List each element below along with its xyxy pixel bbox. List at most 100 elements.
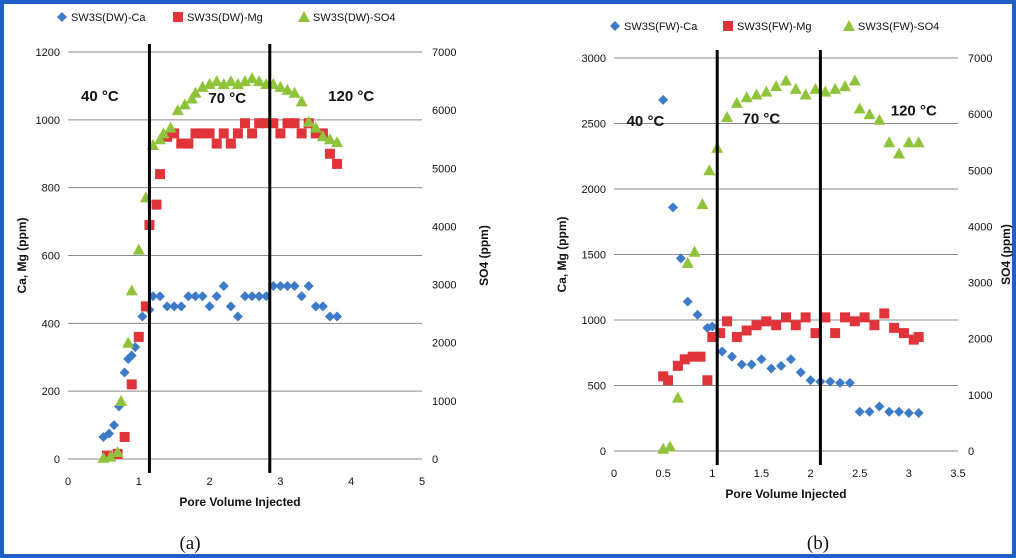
y2-axis-label: SO4 (ppm) [999, 224, 1013, 285]
data-point [894, 406, 905, 417]
y2-tick-label: 1000 [968, 390, 992, 402]
data-point [302, 115, 315, 127]
data-point [296, 291, 307, 302]
data-point [210, 75, 223, 87]
data-point [864, 406, 875, 417]
legend-entry: SW3S(DW)-Ca [71, 12, 146, 24]
y2-tick-label: 7000 [432, 47, 456, 59]
data-point [185, 92, 198, 104]
data-point [820, 312, 831, 323]
y2-tick-label: 3000 [432, 280, 456, 292]
data-point [119, 431, 130, 442]
data-point [726, 351, 737, 362]
data-point [183, 291, 194, 302]
data-point [869, 320, 880, 331]
data-point [289, 118, 300, 129]
x-axis-label: Pore Volume Injected [179, 495, 300, 509]
data-point [664, 440, 677, 452]
data-point [164, 121, 177, 133]
data-point [254, 118, 265, 129]
data-point [681, 256, 694, 268]
data-point [781, 312, 791, 323]
data-point [736, 359, 747, 370]
data-point [795, 367, 806, 378]
data-point [761, 316, 772, 327]
y-tick-label: 2500 [582, 119, 606, 131]
data-point [658, 94, 669, 105]
data-point [196, 80, 209, 92]
data-point [104, 428, 115, 439]
temperature-label: 120 °C [891, 103, 937, 120]
data-point [671, 391, 684, 403]
data-point [730, 96, 743, 108]
data-point [332, 158, 343, 169]
data-point [883, 136, 896, 148]
x-tick-label: 1.5 [754, 468, 769, 480]
x-tick-label: 1 [709, 468, 715, 480]
data-point [231, 77, 244, 89]
y-tick-label: 400 [42, 318, 60, 330]
y2-tick-label: 6000 [968, 109, 992, 121]
data-point [183, 138, 194, 149]
data-point [155, 291, 166, 302]
data-point [111, 446, 124, 458]
data-point [707, 321, 718, 332]
y2-tick-label: 4000 [968, 221, 992, 233]
data-point [211, 138, 222, 149]
data-point [137, 311, 148, 322]
x-tick-label: 3 [277, 476, 283, 488]
data-point [310, 301, 321, 312]
data-point [176, 138, 187, 149]
data-point [204, 128, 215, 139]
data-point [275, 128, 286, 139]
data-point [863, 108, 876, 120]
legend-marker [723, 21, 733, 31]
data-point [766, 363, 777, 374]
data-point [688, 245, 701, 257]
temperature-label: 120 °C [328, 88, 374, 105]
temperature-label: 40 °C [81, 88, 119, 105]
data-point [810, 328, 821, 339]
data-point [247, 128, 258, 139]
x-tick-label: 3.5 [950, 468, 965, 480]
data-point [859, 312, 870, 323]
data-point [232, 128, 243, 139]
data-point [889, 322, 900, 333]
data-point [740, 91, 753, 103]
data-point [225, 138, 236, 149]
data-point [211, 291, 222, 302]
data-point [171, 104, 184, 116]
data-point [309, 121, 322, 133]
data-point [324, 148, 335, 159]
data-point [130, 342, 141, 353]
data-point [849, 316, 860, 327]
x-axis-label: Pore Volume Injected [725, 487, 846, 501]
data-point [770, 80, 783, 92]
data-point [176, 301, 187, 312]
data-point [323, 133, 336, 145]
data-point [253, 75, 266, 87]
data-point [218, 128, 229, 139]
data-point [289, 281, 300, 292]
legend-entry: SW3S(DW)-SO4 [313, 12, 396, 24]
data-point [839, 312, 850, 323]
data-point [672, 360, 683, 371]
data-point [800, 312, 811, 323]
data-point [169, 128, 180, 139]
data-point [162, 301, 173, 312]
data-point [715, 328, 726, 339]
data-point [204, 301, 215, 312]
data-point [844, 377, 855, 388]
y-tick-label: 1500 [582, 250, 606, 262]
data-point [854, 406, 865, 417]
data-point [912, 136, 925, 148]
data-point [835, 377, 846, 388]
data-point [190, 291, 201, 302]
data-point [197, 128, 208, 139]
x-tick-label: 0 [65, 476, 71, 488]
y-tick-label: 200 [42, 386, 60, 398]
y-axis-label: Ca, Mg (ppm) [15, 218, 29, 294]
data-point [217, 77, 230, 89]
data-point [295, 95, 308, 107]
